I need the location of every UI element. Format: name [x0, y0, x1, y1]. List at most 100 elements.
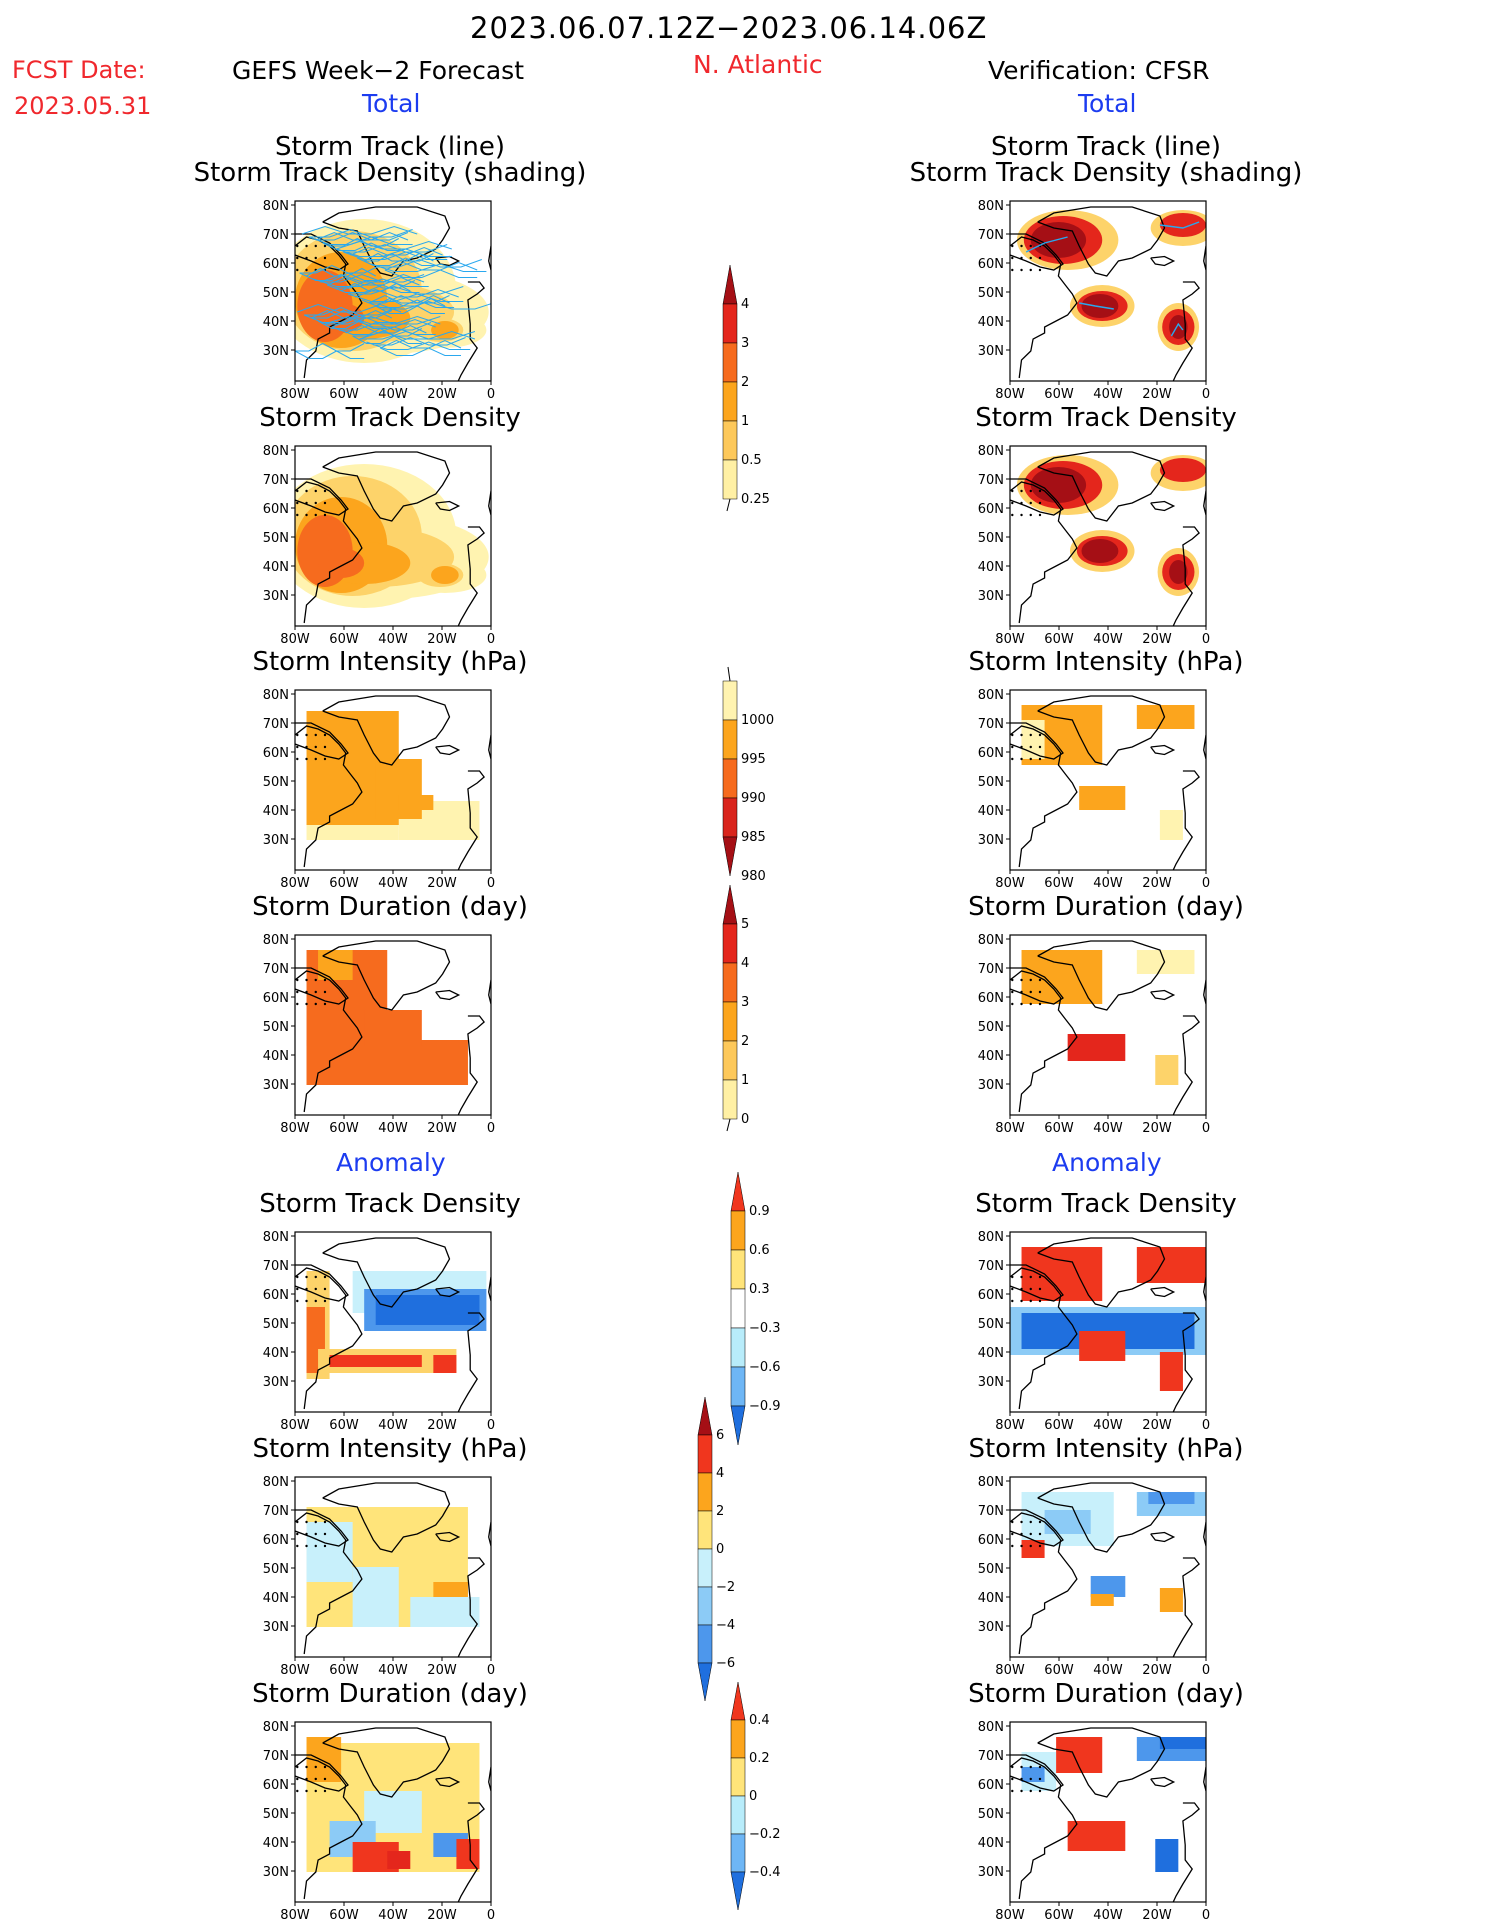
shading-cell	[1136, 1247, 1206, 1283]
left-anomaly-duration-panel: 80N 70N 60N 50N 40N 30N 80W 60W 40W 20W 0	[263, 1720, 495, 1923]
storm-track-line	[322, 242, 404, 251]
lon-label: 0	[487, 632, 495, 647]
storm-track-line	[301, 225, 418, 235]
storm-track-line	[357, 257, 438, 266]
coastline	[1172, 526, 1200, 626]
colorbar-label: 4	[741, 956, 749, 971]
storm-track-line	[331, 318, 436, 328]
lat-label: 40N	[263, 315, 289, 330]
coastline	[1037, 1237, 1166, 1308]
coastline	[295, 1264, 349, 1302]
map-area	[295, 690, 491, 870]
lon-label: 40W	[378, 876, 408, 891]
lat-label: 30N	[263, 833, 289, 848]
right-intensity-panel: 80N 70N 60N 50N 40N 30N 80W 60W 40W 20W 0	[978, 688, 1210, 891]
coastline	[488, 734, 491, 760]
lat-label: 30N	[978, 1865, 1004, 1880]
lon-label: 0	[1202, 387, 1210, 402]
coastline	[1150, 989, 1176, 1001]
island-dot	[305, 1520, 308, 1524]
shading-cell	[1159, 1588, 1183, 1612]
left-anomaly-duration-title: Storm Duration (day)	[252, 1679, 528, 1709]
island-dot	[305, 244, 308, 248]
coastline	[488, 979, 491, 1005]
island-dot	[314, 244, 317, 248]
storm-track-line	[338, 321, 432, 331]
island-dot	[1038, 1532, 1042, 1536]
left-duration-panel: 80N 70N 60N 50N 40N 30N 80W 60W 40W 20W 0	[263, 933, 495, 1136]
lon-label: 60W	[1044, 1908, 1074, 1923]
coastline	[1203, 1521, 1206, 1547]
lon-label: 0	[1202, 1908, 1210, 1923]
lat-label: 40N	[263, 1049, 289, 1064]
lat-label: 30N	[263, 344, 289, 359]
island-dot	[1038, 978, 1042, 982]
lon-label: 80W	[995, 1908, 1025, 1923]
island-dot	[296, 1789, 299, 1793]
storm-track-line	[380, 339, 462, 349]
lon-label: 20W	[1142, 1418, 1172, 1433]
colorbar-tail	[726, 498, 731, 512]
colorbar-arrow	[730, 1871, 746, 1911]
shading-cell	[1067, 1821, 1126, 1851]
island-dot	[305, 978, 308, 982]
lat-label: 30N	[263, 1620, 289, 1635]
left-density-title: Storm Track Density	[259, 403, 521, 433]
island-dot	[323, 733, 327, 737]
island-dot	[1038, 489, 1042, 493]
island-dot	[305, 1544, 308, 1548]
coastline	[322, 695, 451, 766]
lon-label: 0	[487, 1908, 495, 1923]
island-dot	[1011, 501, 1014, 505]
right-density-title: Storm Track Density	[975, 403, 1237, 433]
island-dot	[1038, 1275, 1042, 1279]
storm-track-line	[1159, 221, 1200, 229]
lon-label: 40W	[378, 1663, 408, 1678]
colorbar-label: −0.4	[749, 1865, 781, 1880]
island-dot	[314, 501, 317, 505]
lat-label: 60N	[263, 1288, 289, 1303]
lon-label: 40W	[378, 1418, 408, 1433]
island-dot	[305, 745, 308, 749]
colorbar-label: 995	[741, 752, 766, 767]
map-area	[295, 1722, 491, 1902]
coastline	[295, 1512, 363, 1655]
map-area	[1010, 201, 1206, 381]
island-dot	[314, 1532, 317, 1536]
island-dot	[1038, 268, 1042, 272]
colorbar-segment	[722, 381, 738, 422]
shading-cell	[1021, 950, 1103, 1004]
shading-blob	[318, 303, 365, 333]
shading-cell	[1021, 1540, 1045, 1558]
colorbar-segment	[722, 797, 738, 838]
island-dot	[296, 501, 299, 505]
island-dot	[323, 1299, 327, 1303]
island-dot	[323, 489, 327, 493]
storm-track-line	[311, 309, 393, 319]
storm-track-line	[352, 327, 423, 337]
lon-label: 20W	[1142, 387, 1172, 402]
lat-label: 70N	[978, 228, 1004, 243]
island-dot	[1011, 1002, 1014, 1006]
island-dot	[305, 1002, 308, 1006]
island-dot	[314, 1275, 317, 1279]
island-dot	[1020, 1299, 1023, 1303]
lat-label: 40N	[263, 1836, 289, 1851]
coastline	[435, 1286, 461, 1298]
shading-cell	[1079, 1331, 1126, 1361]
colorbar-intensity-total: 1000 995 990 985 980	[722, 666, 774, 884]
right-anomaly-intensity-title: Storm Intensity (hPa)	[968, 1434, 1244, 1464]
right-track-shading-title: Storm Track Density (shading)	[909, 158, 1303, 188]
lon-label: 20W	[427, 1908, 457, 1923]
map-area	[295, 201, 491, 381]
island-dot	[305, 489, 308, 493]
lat-label: 50N	[978, 531, 1004, 546]
colorbar-label: −4	[716, 1618, 735, 1633]
lat-label: 30N	[978, 344, 1004, 359]
island-dot	[1011, 256, 1014, 260]
island-dot	[1020, 1789, 1023, 1793]
storm-track-line	[352, 335, 422, 344]
island-dot	[314, 1287, 317, 1291]
island-dot	[296, 978, 299, 982]
storm-track-line	[324, 315, 441, 325]
